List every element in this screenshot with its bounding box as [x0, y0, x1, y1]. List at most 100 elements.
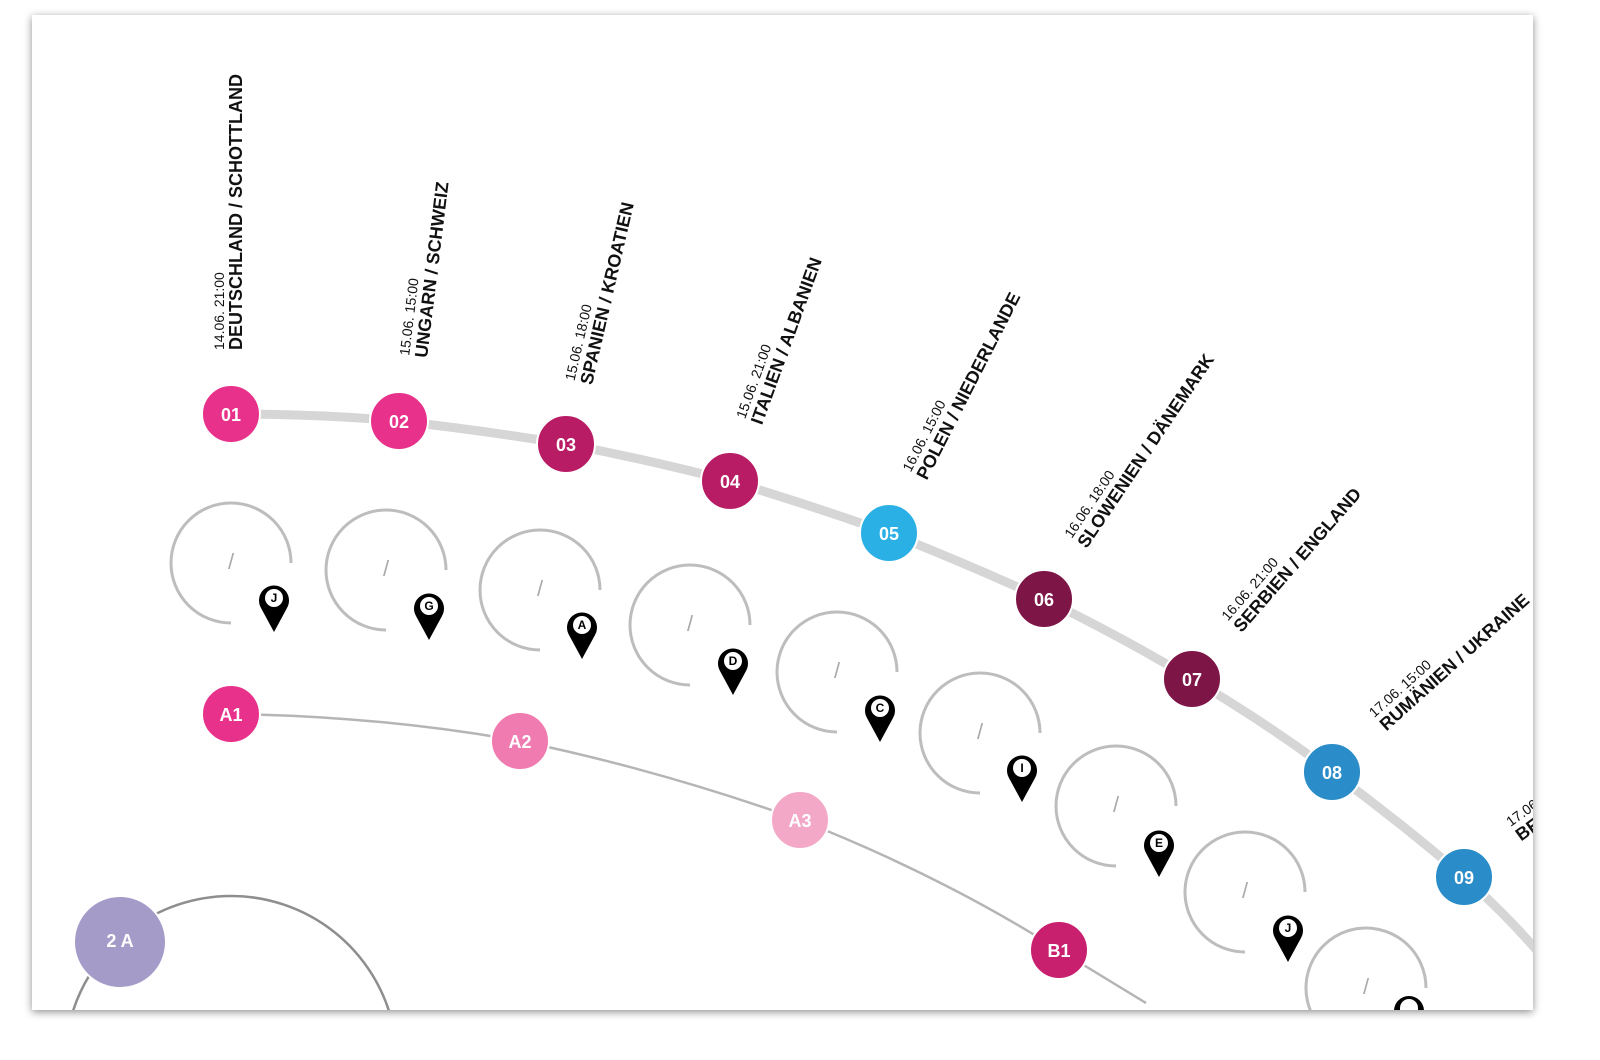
- pin-hole: [1279, 919, 1297, 937]
- score-separator: /: [687, 611, 694, 636]
- match-teams: UNGARN / SCHWEIZ: [411, 181, 452, 359]
- group-letter: J: [271, 591, 278, 605]
- match-number-badge: [1162, 649, 1222, 709]
- group-letter: C: [876, 701, 885, 715]
- poster-card: / J / G / A / D / C / I / E / J/ 01 14.06. 21:00 DEUTSCHL…: [32, 15, 1533, 1010]
- match-number-badge: [859, 503, 919, 563]
- group-badge-label: 2 A: [106, 931, 133, 951]
- match-number: 02: [389, 412, 409, 432]
- match-number-badge: [1302, 742, 1362, 802]
- score-gauge: /: [1304, 926, 1428, 1010]
- match-node: 01 14.06. 21:00 DEUTSCHLAND / SCHOTTLAND: [201, 74, 261, 444]
- pin-hole: [420, 597, 438, 615]
- match-track: [226, 409, 1533, 953]
- match-label: 14.06. 21:00 DEUTSCHLAND / SCHOTTLAND: [211, 74, 246, 350]
- score-gauge: /J: [169, 501, 293, 632]
- group-position-badge: [1029, 920, 1089, 980]
- location-pin-icon: I: [1007, 755, 1037, 802]
- group-letter: D: [729, 654, 738, 668]
- gauge-arc: [478, 528, 602, 652]
- score-gauge: /I: [918, 671, 1042, 802]
- score-separator: /: [977, 719, 984, 744]
- gauge-arc: [1304, 926, 1428, 1010]
- match-number: 07: [1182, 670, 1202, 690]
- gauge-arc: [1183, 830, 1307, 954]
- score-gauge: /D: [628, 563, 752, 695]
- score-separator: /: [228, 549, 235, 574]
- match-datetime: 14.06. 21:00: [211, 272, 227, 350]
- location-pin-icon: C: [865, 695, 895, 742]
- match-nodes: 01 14.06. 21:00 DEUTSCHLAND / SCHOTTLAND 02…: [73, 74, 1533, 989]
- gauge-arc: [169, 501, 293, 625]
- pin-hole: [1150, 834, 1168, 852]
- group-position-badge: [201, 684, 261, 744]
- score-separator: /: [1363, 974, 1370, 999]
- score-gauge: /C: [775, 610, 899, 742]
- match-number: 08: [1322, 763, 1342, 783]
- pin-hole: [1013, 759, 1031, 777]
- group-position-label: A3: [788, 811, 811, 831]
- match-teams: SERBIEN / ENGLAND: [1229, 484, 1365, 636]
- gauge-arc: [324, 508, 448, 632]
- location-pin-icon: D: [718, 648, 748, 695]
- match-number: 06: [1034, 590, 1054, 610]
- score-separator: /: [1113, 792, 1120, 817]
- group-badge: [73, 895, 167, 989]
- pin-hole: [871, 699, 889, 717]
- match-teams: RUMÄNIEN / UKRAINE: [1376, 590, 1533, 735]
- group-letter: J: [1285, 921, 1292, 935]
- match-number: 01: [221, 405, 241, 425]
- group-position-label: B1: [1047, 941, 1070, 961]
- score-separator: /: [834, 658, 841, 683]
- score-separator: /: [1242, 878, 1249, 903]
- match-number: 03: [556, 435, 576, 455]
- match-number-badge: [536, 414, 596, 474]
- score-gauge: /G: [324, 508, 448, 640]
- match-teams: SPANIEN / KROATIEN: [576, 200, 637, 386]
- score-gauge: /E: [1054, 744, 1178, 877]
- gauge-arc: [918, 671, 1042, 795]
- location-pin-icon: G: [414, 593, 444, 640]
- group-position-label: A1: [219, 705, 242, 725]
- location-pin-icon: E: [1144, 830, 1174, 877]
- match-track-line: [226, 409, 1533, 953]
- group-letter: I: [1020, 761, 1023, 775]
- group-position-badge: [490, 711, 550, 771]
- group-track: [72, 712, 1147, 1010]
- group-letter: E: [1155, 836, 1163, 850]
- location-pin-icon: J: [259, 585, 289, 632]
- score-gauge: /A: [478, 528, 602, 659]
- group-position-badge: [770, 790, 830, 850]
- gauge-arc: [775, 610, 899, 734]
- group-letter: G: [424, 599, 433, 613]
- match-teams: POLEN / NIEDERLANDE: [913, 289, 1025, 483]
- score-separator: /: [383, 556, 390, 581]
- match-number-badge: [1014, 569, 1074, 629]
- match-number-badge: [1434, 847, 1494, 907]
- location-pin-icon: A: [567, 612, 597, 659]
- group-position-label: A2: [508, 732, 531, 752]
- match-teams: SLOWENIEN / DÄNEMARK: [1073, 350, 1218, 551]
- score-separator: /: [537, 576, 544, 601]
- gauge-arc: [628, 563, 752, 687]
- match-number-badge: [201, 384, 261, 444]
- match-teams: ITALIEN / ALBANIEN: [747, 255, 826, 427]
- match-number: 05: [879, 524, 899, 544]
